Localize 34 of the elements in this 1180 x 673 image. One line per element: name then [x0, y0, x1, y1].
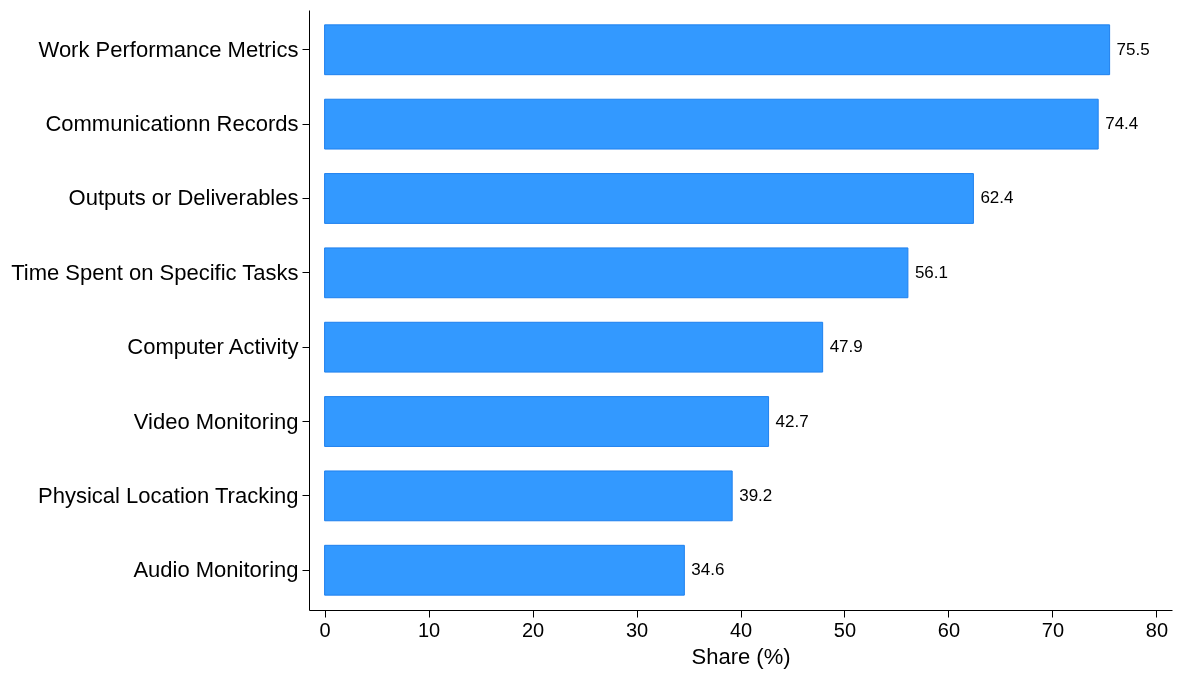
data-label: 34.6 — [691, 560, 725, 580]
x-tick-label: 70 — [1041, 618, 1065, 641]
y-tick-label: Communicationn Records — [45, 111, 299, 137]
x-tick-label: 10 — [417, 618, 441, 641]
x-tick-label: 60 — [937, 618, 961, 641]
data-label: 39.2 — [739, 485, 773, 505]
y-tick-label: Video Monitoring — [133, 408, 299, 434]
x-tick-label: 50 — [833, 618, 857, 641]
bar — [324, 321, 824, 373]
y-tick-label: Time Spent on Specific Tasks — [11, 259, 299, 285]
data-label: 74.4 — [1105, 114, 1139, 134]
x-tick-label: 20 — [521, 618, 545, 641]
y-tick-label: Work Performance Metrics — [38, 36, 299, 62]
bar — [324, 544, 685, 596]
bar — [324, 98, 1099, 150]
data-label: 42.7 — [775, 411, 809, 431]
x-tick-label: 80 — [1145, 618, 1169, 641]
y-tick-label: Outputs or Deliverables — [68, 185, 299, 211]
data-label: 47.9 — [829, 337, 863, 357]
bar — [324, 173, 974, 224]
y-tick-label: Physical Location Tracking — [38, 482, 299, 508]
bar — [324, 396, 770, 447]
x-tick-label: 40 — [729, 618, 753, 641]
data-label: 62.4 — [980, 188, 1014, 208]
x-tick-label: 30 — [625, 618, 649, 641]
bar — [324, 247, 909, 299]
data-label: 75.5 — [1116, 39, 1150, 59]
data-label: 56.1 — [914, 262, 948, 282]
y-tick-label: Audio Monitoring — [133, 557, 299, 583]
bar — [324, 24, 1111, 76]
bar — [324, 470, 733, 522]
y-tick-label: Computer Activity — [127, 334, 299, 360]
x-tick-label: 0 — [319, 618, 331, 641]
x-axis-title: Share (%) — [691, 643, 791, 669]
